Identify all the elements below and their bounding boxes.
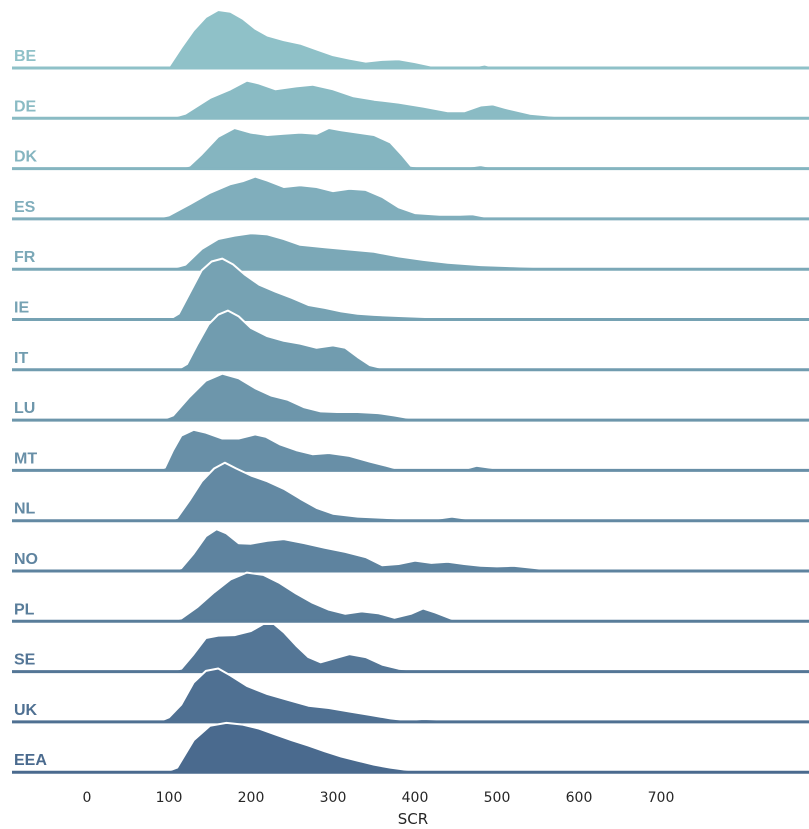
row-label-pl: PL: [14, 601, 35, 618]
density-outline-be: [13, 9, 809, 69]
x-tick-label: 700: [648, 790, 675, 806]
density-outline-es: [13, 175, 809, 220]
density-area-se: [0, 624, 809, 672]
density-outline-de: [13, 79, 809, 120]
x-tick-label: 600: [566, 790, 593, 806]
ridge-eea: EEA: [0, 721, 809, 774]
x-axis-title: SCR: [398, 810, 428, 828]
density-area-pl: [0, 572, 809, 622]
ridge-es: ES: [0, 175, 809, 221]
ridge-se: SE: [0, 623, 809, 674]
row-label-uk: UK: [14, 702, 38, 719]
row-label-ie: IE: [14, 300, 29, 317]
density-area-fr: [0, 233, 809, 270]
density-outline-no: [13, 528, 809, 572]
density-outline-eea: [13, 721, 809, 774]
row-label-lu: LU: [14, 400, 35, 417]
ridge-nl: NL: [0, 461, 809, 523]
row-label-no: NO: [14, 551, 38, 568]
row-label-mt: MT: [14, 450, 37, 467]
density-area-mt: [0, 429, 809, 471]
density-area-es: [0, 176, 809, 219]
x-tick-label: 200: [238, 790, 265, 806]
x-tick-label: 100: [156, 790, 183, 806]
density-outline-nl: [13, 461, 809, 522]
density-outline-mt: [13, 428, 809, 472]
density-area-be: [0, 10, 809, 68]
ridge-no: NO: [0, 528, 809, 573]
density-area-ie: [0, 258, 809, 320]
density-area-de: [0, 80, 809, 119]
density-area-it: [0, 310, 809, 370]
ridges-group: BE DE DK ES FR IE IT LU MT NL NO PL SE UK EEA: [0, 9, 809, 774]
ridge-lu: LU: [0, 372, 809, 422]
row-label-dk: DK: [14, 149, 38, 166]
x-tick-label: 0: [83, 790, 92, 806]
row-label-eea: EEA: [14, 752, 47, 769]
row-label-it: IT: [14, 350, 28, 367]
density-area-dk: [0, 128, 809, 169]
x-tick-label: 500: [484, 790, 511, 806]
ridge-be: BE: [0, 9, 809, 70]
ridge-mt: MT: [0, 428, 809, 472]
density-area-uk: [0, 668, 809, 722]
ridge-pl: PL: [0, 571, 809, 623]
ridge-uk: UK: [0, 667, 809, 724]
ridge-fr: FR: [0, 232, 809, 271]
row-label-es: ES: [14, 199, 36, 216]
row-label-nl: NL: [14, 501, 36, 518]
x-tick-label: 300: [320, 790, 347, 806]
density-area-nl: [0, 462, 809, 521]
density-outline-ie: [13, 257, 809, 321]
x-axis: 0 100 200 300 400 500 600 700: [83, 790, 675, 806]
density-outline-dk: [13, 127, 809, 170]
row-label-se: SE: [14, 652, 36, 669]
density-outline-uk: [13, 667, 809, 723]
ridge-it: IT: [0, 309, 809, 372]
density-outline-lu: [13, 372, 809, 422]
row-label-be: BE: [14, 48, 37, 65]
row-label-de: DE: [14, 98, 37, 115]
row-label-fr: FR: [14, 249, 36, 266]
x-tick-label: 400: [402, 790, 429, 806]
ridge-ie: IE: [0, 257, 809, 321]
density-area-eea: [0, 722, 809, 773]
density-outline-fr: [13, 232, 809, 271]
density-outline-se: [13, 623, 809, 673]
ridge-de: DE: [0, 79, 809, 120]
density-area-lu: [0, 373, 809, 421]
density-area-no: [0, 529, 809, 571]
density-outline-pl: [13, 571, 809, 623]
ridge-dk: DK: [0, 127, 809, 171]
density-outline-it: [13, 309, 809, 371]
